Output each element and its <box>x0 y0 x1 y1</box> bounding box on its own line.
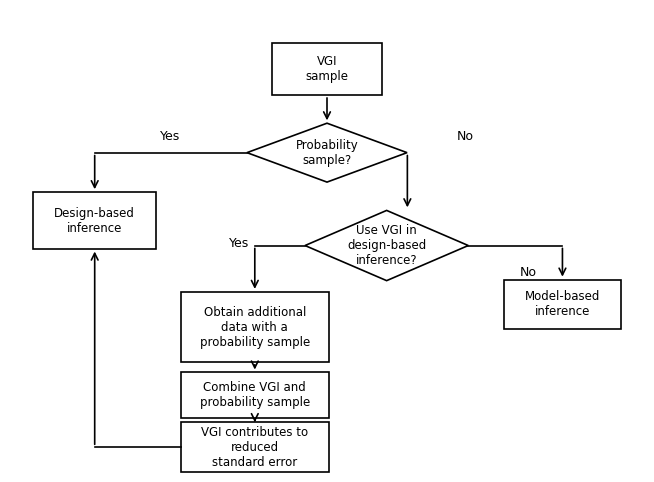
Text: Yes: Yes <box>160 130 180 143</box>
Text: VGI
sample: VGI sample <box>305 55 349 83</box>
FancyBboxPatch shape <box>33 192 156 249</box>
Text: Probability
sample?: Probability sample? <box>296 139 358 167</box>
FancyBboxPatch shape <box>272 43 382 95</box>
Text: No: No <box>456 130 473 143</box>
Text: VGI contributes to
reduced
standard error: VGI contributes to reduced standard erro… <box>201 426 308 469</box>
Text: Combine VGI and
probability sample: Combine VGI and probability sample <box>199 381 310 409</box>
FancyBboxPatch shape <box>181 422 328 472</box>
FancyBboxPatch shape <box>181 373 328 418</box>
Text: Use VGI in
design-based
inference?: Use VGI in design-based inference? <box>347 224 426 267</box>
Polygon shape <box>247 123 407 182</box>
Text: Obtain additional
data with a
probability sample: Obtain additional data with a probabilit… <box>199 306 310 348</box>
FancyBboxPatch shape <box>504 280 621 329</box>
Text: Model-based
inference: Model-based inference <box>525 291 600 319</box>
Polygon shape <box>305 211 468 281</box>
Text: Yes: Yes <box>229 237 249 250</box>
Text: Design-based
inference: Design-based inference <box>54 207 135 235</box>
FancyBboxPatch shape <box>181 292 328 362</box>
Text: No: No <box>519 266 536 279</box>
